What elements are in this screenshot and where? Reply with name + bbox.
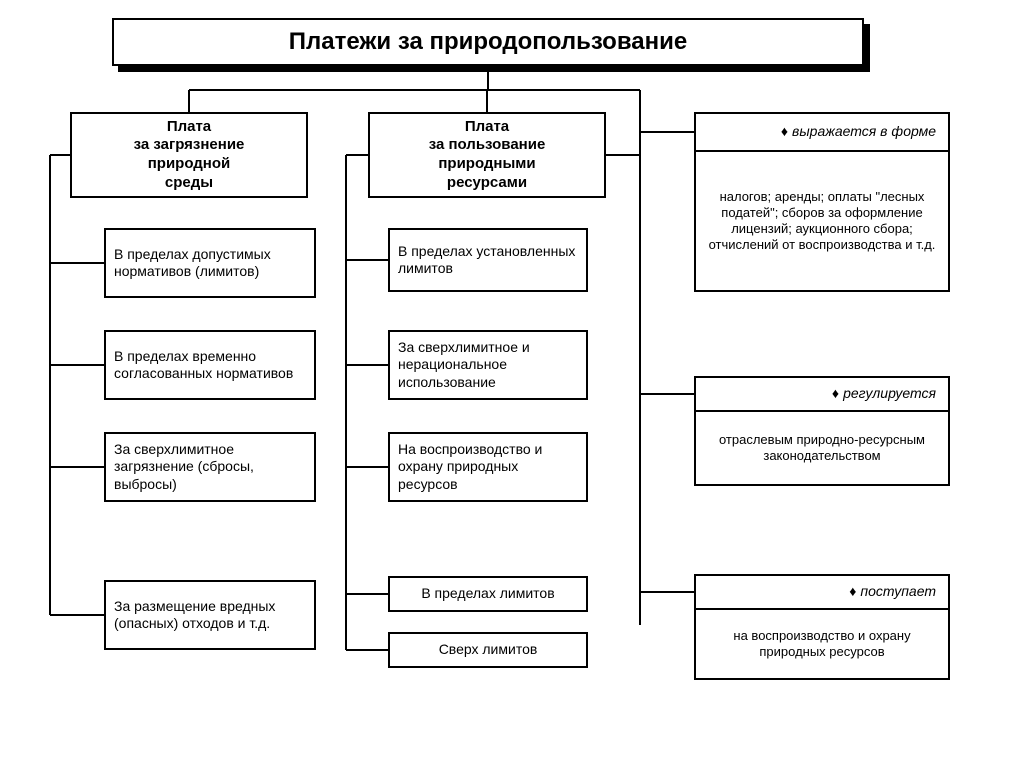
side1-body: налогов; аренды; оплаты "лесных податей"… [694,152,950,292]
side1-header: выражается в форме [694,112,950,152]
mid-header: Плата за пользование природными ресурсам… [368,112,606,198]
left-item-a: В пределах допустимых нормативов (лимито… [104,228,316,298]
mid-item-b-text: За сверхлимитное и нерациональное исполь… [398,339,578,392]
side3-header: поступает [694,574,950,610]
left-item-c: За сверхлимитное загрязнение (сбросы, вы… [104,432,316,502]
side3-body-text: на воспроизводство и охрану природных ре… [704,628,940,661]
mid-item-a: В пределах установленных лимитов [388,228,588,292]
left-item-c-text: За сверхлимитное загрязнение (сбросы, вы… [114,441,306,494]
mid-item-c: На воспроизводство и охрану природных ре… [388,432,588,502]
side2-header: регулируется [694,376,950,412]
mid-item-a-text: В пределах установленных лимитов [398,243,578,278]
left-item-d-text: За размещение вредных (опасных) отходов … [114,598,306,633]
mid-item-d: В пределах лимитов [388,576,588,612]
left-item-b-text: В пределах временно согласованных нормат… [114,348,306,383]
side1-header-text: выражается в форме [781,123,936,141]
side1-body-text: налогов; аренды; оплаты "лесных податей"… [704,189,940,254]
mid-item-b: За сверхлимитное и нерациональное исполь… [388,330,588,400]
left-header-text: Плата за загрязнение природной среды [134,118,245,193]
mid-item-d-text: В пределах лимитов [421,585,554,603]
left-item-a-text: В пределах допустимых нормативов (лимито… [114,246,306,281]
title-text: Платежи за природопользование [289,27,687,57]
mid-header-text: Плата за пользование природными ресурсам… [429,118,546,193]
side2-body: отраслевым природно-ресурсным законодате… [694,412,950,486]
mid-item-e-text: Сверх лимитов [439,641,538,659]
side3-body: на воспроизводство и охрану природных ре… [694,610,950,680]
side3-header-text: поступает [849,583,936,601]
left-item-b: В пределах временно согласованных нормат… [104,330,316,400]
title-box: Платежи за природопользование [112,18,864,66]
mid-item-c-text: На воспроизводство и охрану природных ре… [398,441,578,494]
left-header: Плата за загрязнение природной среды [70,112,308,198]
left-item-d: За размещение вредных (опасных) отходов … [104,580,316,650]
mid-item-e: Сверх лимитов [388,632,588,668]
side2-body-text: отраслевым природно-ресурсным законодате… [704,432,940,465]
side2-header-text: регулируется [832,385,936,403]
